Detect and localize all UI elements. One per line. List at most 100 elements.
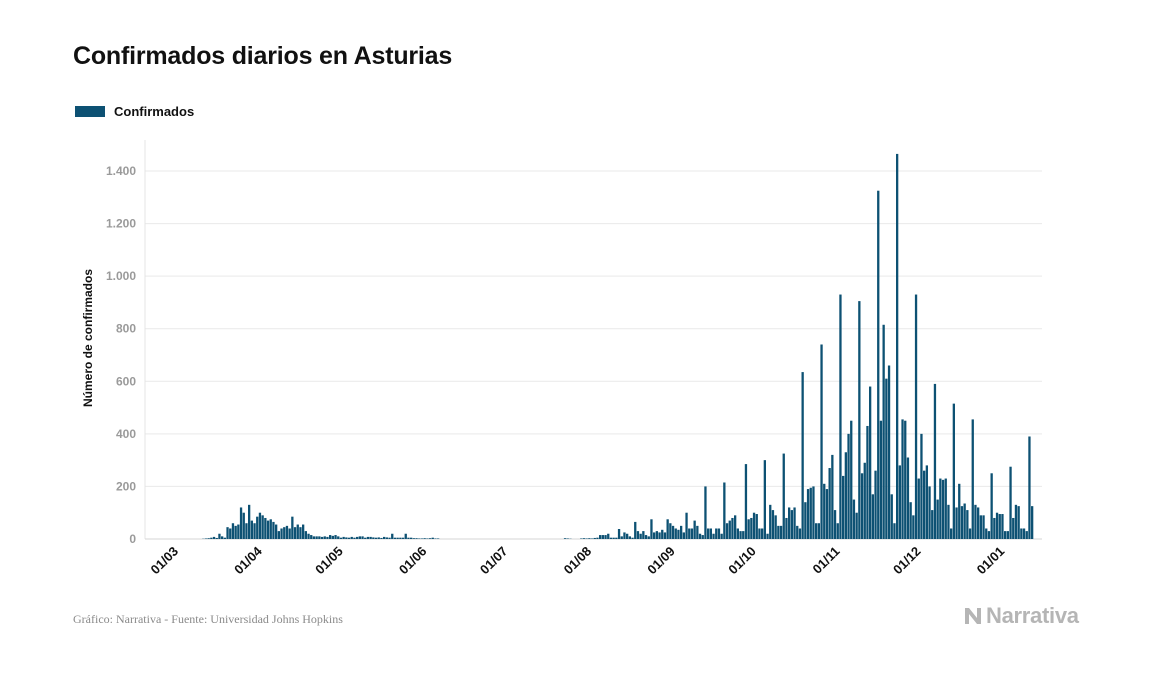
- bar: [623, 532, 626, 539]
- bar: [906, 457, 910, 539]
- bar: [704, 486, 707, 539]
- y-tick-label: 600: [116, 374, 136, 388]
- bar: [1009, 466, 1012, 539]
- bar: [788, 507, 791, 539]
- bar: [620, 536, 623, 539]
- bar: [415, 538, 418, 539]
- bar: [634, 521, 637, 539]
- bar: [399, 537, 402, 539]
- bar: [275, 524, 278, 539]
- bar: [1020, 528, 1023, 539]
- bar: [650, 519, 653, 539]
- bar: [626, 533, 629, 539]
- bar: [248, 504, 251, 539]
- bar: [385, 537, 388, 539]
- bar: [596, 537, 599, 539]
- bar: [315, 536, 318, 539]
- bar: [682, 532, 685, 539]
- x-tick-label: 01/09: [644, 544, 678, 578]
- bar: [825, 489, 829, 539]
- bar: [393, 537, 397, 539]
- bar: [423, 538, 426, 539]
- bars: [202, 153, 1034, 539]
- bar: [833, 510, 837, 539]
- bar: [782, 453, 785, 539]
- bar: [304, 531, 307, 539]
- bar: [334, 535, 337, 539]
- bar: [696, 525, 699, 539]
- bar: [412, 538, 415, 539]
- x-tick-label: 01/03: [148, 544, 182, 578]
- bar: [877, 190, 880, 539]
- bar: [898, 465, 901, 539]
- bar: [431, 537, 434, 539]
- bar: [777, 525, 780, 539]
- bar: [288, 528, 291, 539]
- bar: [1001, 514, 1004, 539]
- bar: [264, 517, 267, 539]
- bar: [636, 531, 640, 539]
- bar: [434, 538, 437, 539]
- bar: [653, 532, 656, 539]
- bar: [396, 537, 399, 539]
- bar: [1022, 528, 1026, 539]
- legend: Confirmados: [75, 104, 194, 119]
- bar: [266, 520, 270, 539]
- bar: [817, 523, 820, 539]
- bar: [977, 507, 980, 539]
- bar: [707, 528, 710, 539]
- bar: [742, 531, 745, 539]
- bar: [563, 538, 567, 539]
- y-tick-label: 0: [129, 532, 136, 546]
- bar: [971, 419, 974, 539]
- bar: [1028, 436, 1031, 539]
- bar: [307, 533, 310, 539]
- bar: [310, 535, 313, 539]
- brand-name: Narrativa: [986, 603, 1079, 628]
- bar: [331, 535, 334, 539]
- x-tick-labels: 01/03 01/04 01/05 01/06 01/07 01/08 01/09 01/10…: [148, 543, 1008, 577]
- bar: [350, 536, 353, 539]
- bar: [320, 536, 324, 539]
- bar: [871, 494, 874, 539]
- bar: [901, 419, 904, 539]
- bar: [717, 528, 721, 539]
- bar: [366, 536, 370, 539]
- bar: [604, 535, 607, 539]
- bar: [374, 537, 378, 539]
- bar: [588, 538, 591, 539]
- bar: [669, 523, 672, 539]
- bar: [601, 535, 604, 539]
- bar: [256, 516, 259, 539]
- bar: [904, 420, 907, 539]
- bar: [339, 537, 343, 539]
- bar: [968, 528, 972, 539]
- bar: [933, 383, 937, 539]
- bar: [758, 528, 761, 539]
- bar: [358, 536, 361, 539]
- bar: [404, 533, 407, 539]
- y-tick-label: 400: [116, 427, 136, 441]
- bar: [925, 465, 928, 539]
- bar: [761, 528, 764, 539]
- bar: [299, 527, 302, 539]
- bar: [774, 515, 777, 539]
- bar: [291, 516, 294, 539]
- bar: [337, 536, 340, 539]
- bar: [329, 535, 332, 539]
- bar: [766, 533, 769, 539]
- bar: [793, 507, 796, 539]
- bar: [609, 537, 613, 539]
- bar: [647, 536, 650, 539]
- bar: [674, 528, 677, 539]
- bar: [731, 517, 734, 539]
- legend-label: Confirmados: [114, 104, 195, 119]
- bar: [958, 483, 961, 539]
- bar: [1014, 504, 1018, 539]
- bar: [1004, 531, 1007, 539]
- y-tick-label: 1.200: [106, 217, 136, 231]
- bar: [952, 403, 955, 539]
- bar: [639, 533, 642, 539]
- bar: [796, 525, 799, 539]
- bar: [580, 538, 583, 539]
